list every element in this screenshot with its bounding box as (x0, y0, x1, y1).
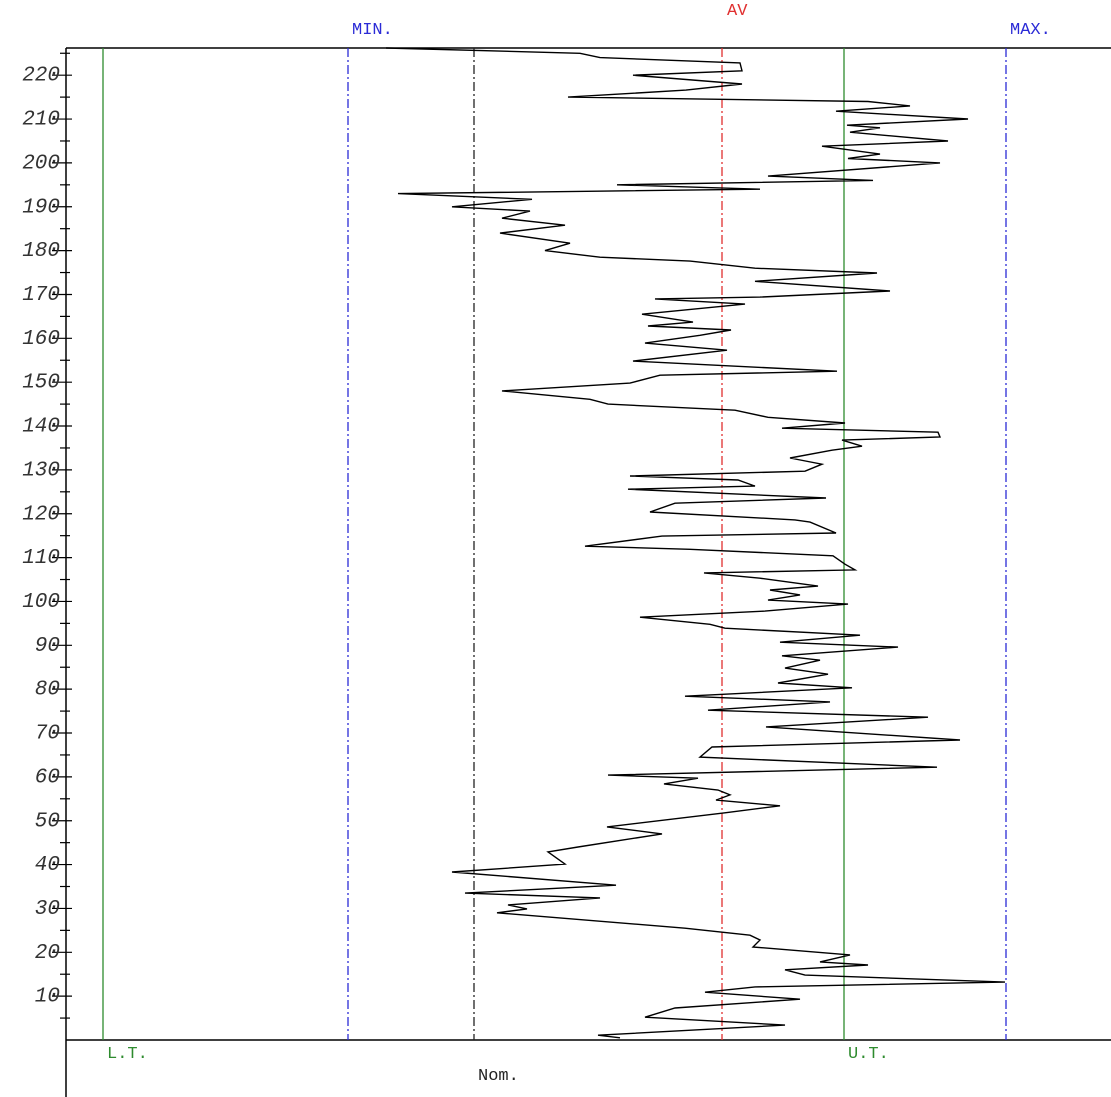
y-tick-label: 10 (35, 986, 60, 1009)
y-tick-label: 200 (22, 152, 60, 175)
reference-label: AV (727, 2, 748, 21)
y-tick-label: 80 (35, 679, 60, 702)
y-tick-label: 180 (22, 240, 60, 263)
y-tick-label: 40 (35, 854, 60, 877)
reference-label: Nom. (478, 1067, 519, 1086)
reference-label: U.T. (848, 1045, 889, 1064)
y-tick-label: 90 (35, 635, 60, 658)
y-tick-label: 60 (35, 766, 60, 789)
y-tick-label: 120 (22, 503, 60, 526)
y-tick-label: 20 (35, 942, 60, 965)
y-tick-label: 130 (22, 459, 60, 482)
y-tick-label: 210 (22, 109, 60, 132)
y-tick-label: 100 (22, 591, 60, 614)
y-tick-label: 50 (35, 810, 60, 833)
y-tick-label: 70 (35, 723, 60, 746)
y-tick-label: 170 (22, 284, 60, 307)
reference-label: L.T. (107, 1045, 148, 1064)
y-tick-label: 110 (22, 547, 60, 570)
y-tick-label: 160 (22, 328, 60, 351)
y-tick-label: 190 (22, 196, 60, 219)
y-tick-label: 220 (22, 65, 60, 88)
y-tick-label: 140 (22, 416, 60, 439)
data-line (385, 47, 1006, 1039)
y-tick-label: 30 (35, 898, 60, 921)
y-tick-label: 150 (22, 372, 60, 395)
reference-label: MIN. (352, 21, 393, 40)
reference-label: MAX. (1010, 21, 1051, 40)
